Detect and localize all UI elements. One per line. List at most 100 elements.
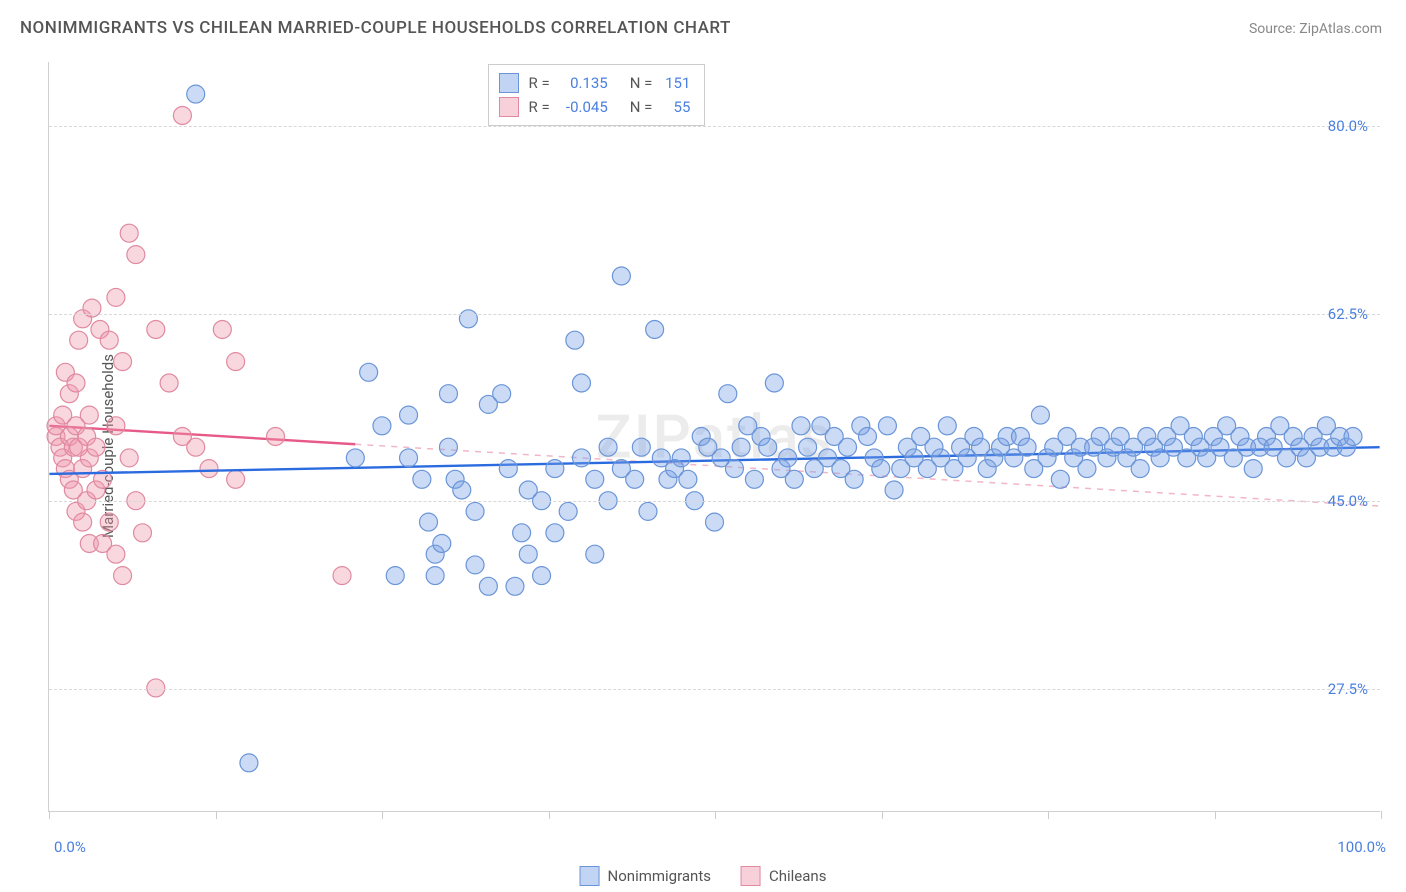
data-point (213, 321, 231, 339)
data-point (546, 460, 564, 478)
gridline-h (49, 501, 1380, 502)
x-tick (1381, 811, 1382, 819)
data-point (765, 374, 783, 392)
data-point (792, 417, 810, 435)
data-point (187, 438, 205, 456)
x-min-label: 0.0% (54, 838, 86, 856)
data-point (400, 406, 418, 424)
data-point (646, 321, 664, 339)
corr-r-label: R = (529, 71, 550, 95)
data-point (413, 470, 431, 488)
data-point (759, 438, 777, 456)
x-tick (382, 811, 383, 819)
data-point (845, 470, 863, 488)
chart-container: NONIMMIGRANTS VS CHILEAN MARRIED-COUPLE … (0, 0, 1406, 892)
data-point (519, 545, 537, 563)
data-point (878, 417, 896, 435)
corr-r-value: -0.045 (560, 95, 608, 119)
data-point (938, 417, 956, 435)
data-point (1051, 470, 1069, 488)
data-point (885, 481, 903, 499)
y-tick-label: 80.0% (1328, 117, 1368, 135)
data-point (679, 470, 697, 488)
data-point (1244, 460, 1262, 478)
data-point (546, 524, 564, 542)
corr-n-label: N = (630, 71, 653, 95)
plot-area: ZIPatlas 27.5%45.0%62.5%80.0% (48, 62, 1380, 812)
data-point (120, 224, 138, 242)
bottom-legend: Nonimmigrants Chileans (580, 866, 827, 886)
data-point (466, 502, 484, 520)
data-point (120, 449, 138, 467)
data-point (479, 577, 497, 595)
x-tick (1215, 811, 1216, 819)
data-point (1018, 438, 1036, 456)
data-point (70, 331, 88, 349)
data-point (346, 449, 364, 467)
y-tick-label: 62.5% (1328, 305, 1368, 323)
corr-n-label: N = (630, 95, 653, 119)
data-point (227, 470, 245, 488)
data-point (586, 545, 604, 563)
data-point (1344, 428, 1362, 446)
x-tick (49, 811, 50, 819)
corr-swatch (499, 73, 519, 93)
source-label: Source: ZipAtlas.com (1249, 21, 1382, 37)
data-point (639, 502, 657, 520)
x-tick (715, 811, 716, 819)
correlation-row: R =-0.045N =55 (499, 95, 691, 119)
data-point (785, 470, 803, 488)
data-point (706, 513, 724, 531)
data-point (420, 513, 438, 531)
data-point (672, 449, 690, 467)
data-point (173, 107, 191, 125)
legend-label: Chileans (769, 867, 826, 885)
chart-header: NONIMMIGRANTS VS CHILEAN MARRIED-COUPLE … (0, 0, 1406, 48)
data-point (333, 567, 351, 585)
data-point (559, 502, 577, 520)
corr-swatch (499, 97, 519, 117)
correlation-box: R =0.135N =151R =-0.045N =55 (488, 64, 706, 126)
data-point (586, 470, 604, 488)
data-point (127, 246, 145, 264)
data-point (466, 556, 484, 574)
data-point (572, 449, 590, 467)
data-point (626, 470, 644, 488)
data-point (439, 438, 457, 456)
data-point (732, 438, 750, 456)
x-tick (882, 811, 883, 819)
data-point (386, 567, 404, 585)
gridline-h (49, 126, 1380, 127)
data-point (799, 438, 817, 456)
corr-r-label: R = (529, 95, 550, 119)
data-point (858, 428, 876, 446)
data-point (839, 438, 857, 456)
plot-svg (49, 62, 1380, 811)
data-point (373, 417, 391, 435)
data-point (1031, 406, 1049, 424)
data-point (114, 567, 132, 585)
gridline-h (49, 689, 1380, 690)
data-point (513, 524, 531, 542)
x-max-label: 100.0% (1337, 838, 1386, 856)
data-point (499, 460, 517, 478)
data-point (227, 353, 245, 371)
data-point (187, 85, 205, 103)
data-point (599, 438, 617, 456)
data-point (147, 321, 165, 339)
y-tick-label: 45.0% (1328, 492, 1368, 510)
x-tick (216, 811, 217, 819)
data-point (1131, 460, 1149, 478)
data-point (100, 331, 118, 349)
legend-swatch-pink (741, 866, 761, 886)
data-point (439, 385, 457, 403)
data-point (745, 470, 763, 488)
data-point (453, 481, 471, 499)
data-point (566, 331, 584, 349)
data-point (114, 353, 132, 371)
data-point (725, 460, 743, 478)
legend-item-chileans: Chileans (741, 866, 826, 886)
data-point (433, 535, 451, 553)
y-tick-label: 27.5% (1328, 680, 1368, 698)
data-point (533, 567, 551, 585)
